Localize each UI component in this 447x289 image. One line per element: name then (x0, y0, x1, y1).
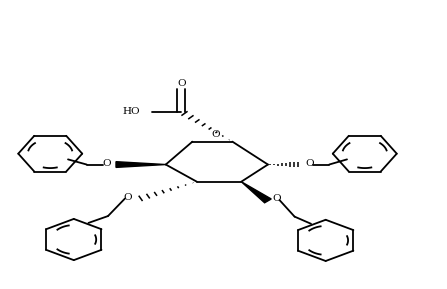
Text: O: O (211, 130, 220, 139)
Text: O: O (177, 79, 186, 88)
Text: O: O (305, 160, 314, 168)
Polygon shape (116, 162, 166, 167)
Text: O: O (124, 193, 132, 202)
Text: O: O (273, 194, 281, 203)
Text: HO: HO (123, 107, 140, 116)
Text: O: O (102, 160, 110, 168)
Polygon shape (241, 182, 271, 203)
